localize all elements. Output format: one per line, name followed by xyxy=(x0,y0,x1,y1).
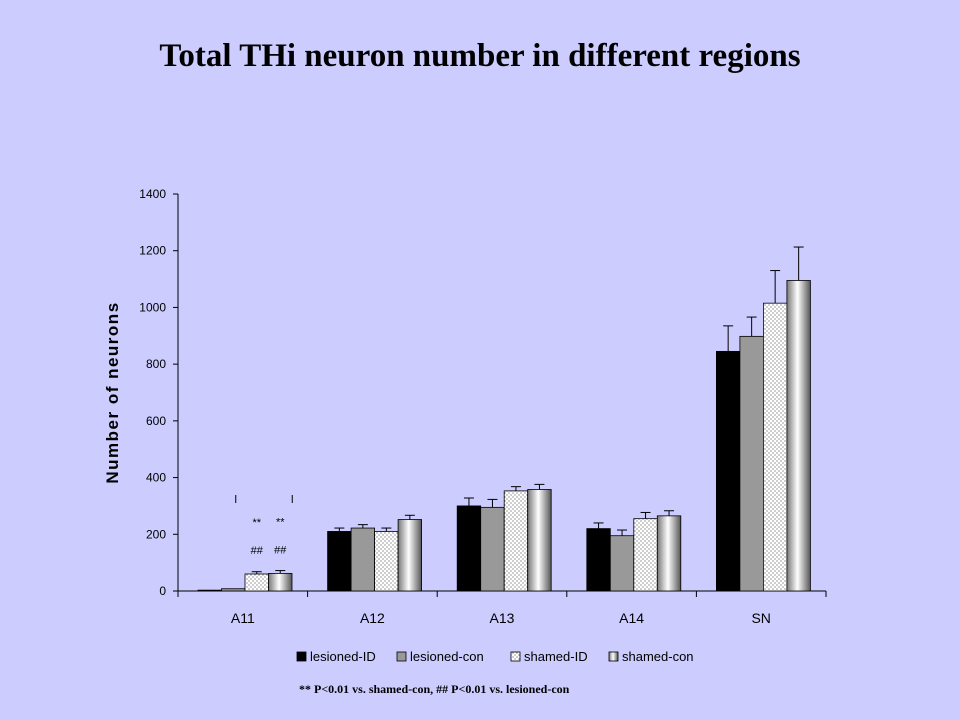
x-category-label: A14 xyxy=(619,610,644,626)
bar xyxy=(586,528,611,592)
y-tick-label: 600 xyxy=(146,414,166,428)
significance-marker: ## xyxy=(251,545,264,557)
bar xyxy=(739,335,764,592)
bar xyxy=(609,535,635,592)
legend-label: shamed-con xyxy=(622,649,694,664)
y-tick-label: 800 xyxy=(146,357,166,371)
legend-swatch xyxy=(510,651,521,662)
bar xyxy=(397,519,423,592)
legend-label: shamed-ID xyxy=(524,649,588,664)
bar xyxy=(763,302,788,592)
y-axis-label: Number of neurons xyxy=(103,301,122,483)
y-tick-label: 1200 xyxy=(139,244,166,258)
bar xyxy=(221,588,246,592)
legend-label: lesioned-con xyxy=(410,649,484,664)
bar xyxy=(350,527,376,592)
bar xyxy=(716,350,741,592)
significance-marker: ** xyxy=(276,516,285,528)
x-category-label: A13 xyxy=(490,610,515,626)
x-category-label: A11 xyxy=(231,610,255,626)
bar xyxy=(456,505,482,592)
bar xyxy=(503,490,529,592)
bar xyxy=(197,589,222,592)
bar xyxy=(374,531,399,592)
x-category-label: SN xyxy=(751,610,770,626)
y-tick-label: 1400 xyxy=(139,187,166,201)
bar xyxy=(786,280,811,592)
legend-swatch xyxy=(396,651,407,662)
y-tick-label: 1000 xyxy=(139,300,166,314)
y-tick-label: 0 xyxy=(159,584,166,598)
bar xyxy=(527,489,552,592)
significance-footnote: ** P<0.01 vs. shamed-con, ## P<0.01 vs. … xyxy=(299,682,570,696)
bar xyxy=(244,573,269,592)
legend-swatch xyxy=(296,651,307,662)
legend-swatch xyxy=(608,651,619,662)
significance-marker: ## xyxy=(274,544,287,556)
bar xyxy=(327,531,352,592)
y-tick-label: 200 xyxy=(146,527,166,541)
bar xyxy=(656,515,682,592)
legend-label: lesioned-ID xyxy=(310,649,376,664)
significance-marker: ** xyxy=(252,517,261,529)
x-category-label: A12 xyxy=(360,610,385,626)
bar xyxy=(633,518,658,592)
bar xyxy=(480,506,505,592)
chart-title: Total THi neuron number in different reg… xyxy=(159,38,801,74)
bar xyxy=(268,573,293,592)
y-tick-label: 400 xyxy=(146,471,166,485)
